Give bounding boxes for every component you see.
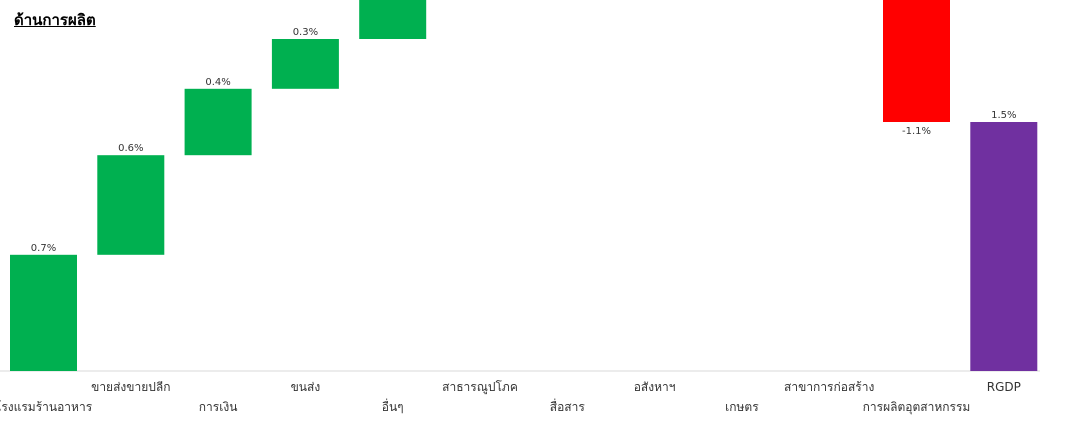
x-tick-label: การผลิตอุตสาหกรรม [863,400,971,415]
x-tick-label: RGDP [987,380,1021,394]
data-label: 1.5% [991,110,1016,121]
x-tick-label: ขนส่ง [291,380,321,394]
x-tick-label: ขายส่งขายปลีก [91,380,170,394]
bar [970,122,1038,371]
x-tick-label: อสังหาฯ [634,380,676,394]
bar [97,155,165,255]
x-tick-label: อื่นๆ [382,398,404,414]
x-tick-label: สาขาการก่อสร้าง [784,380,874,394]
bar [184,88,252,156]
data-label: 0.3% [293,27,318,38]
x-tick-label: สาธารณูปโภค [442,380,518,395]
data-label: 0.7% [31,243,56,254]
bar [271,39,339,89]
x-tick-label: การเงิน [199,400,238,414]
bar [883,0,950,123]
chart-title: ด้านการผลิต [14,11,96,29]
data-label: 0.4% [205,77,230,88]
x-tick-label: โรงแรมร้านอาหาร [0,400,93,414]
bar [359,0,427,39]
x-tick-label: เกษตร [725,400,759,414]
data-label: -1.1% [902,126,931,137]
x-tick-label: สื่อสาร [550,398,586,414]
data-label: 0.6% [118,143,143,154]
bar [10,254,77,371]
